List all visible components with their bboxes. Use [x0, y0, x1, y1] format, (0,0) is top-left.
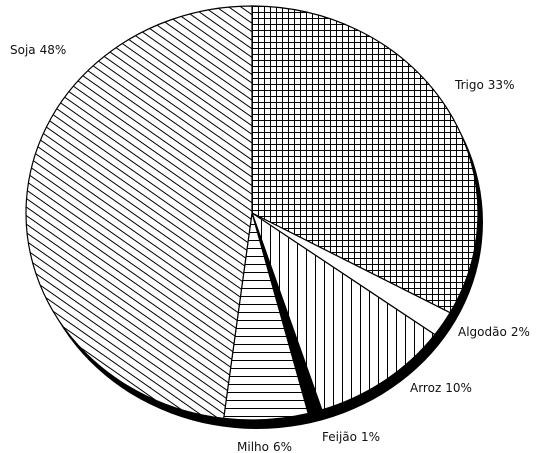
value-label: 2% — [511, 325, 530, 339]
pie-slice — [250, 211, 436, 411]
category-name: Feijão — [322, 430, 357, 444]
category-name: Milho — [237, 440, 269, 453]
value-label: 48% — [40, 43, 67, 57]
category-name: Algodão — [458, 325, 507, 339]
value-label: 33% — [488, 78, 515, 92]
category-name: Arroz — [410, 381, 441, 395]
pie-slice — [25, 5, 253, 420]
category-name: Trigo — [454, 78, 484, 92]
slice-label: Soja 48% — [10, 43, 66, 57]
value-label: 10% — [445, 381, 472, 395]
slice-label: Algodão 2% — [458, 325, 530, 339]
value-label: 1% — [361, 430, 380, 444]
slice-label: Trigo 33% — [454, 78, 514, 92]
category-name: Soja — [10, 43, 36, 57]
pie-slice — [251, 5, 479, 314]
slice-label: Arroz 10% — [410, 381, 472, 395]
value-label: 6% — [273, 440, 292, 453]
slice-label: Milho 6% — [237, 440, 292, 453]
slice-label: Feijão 1% — [322, 430, 380, 444]
